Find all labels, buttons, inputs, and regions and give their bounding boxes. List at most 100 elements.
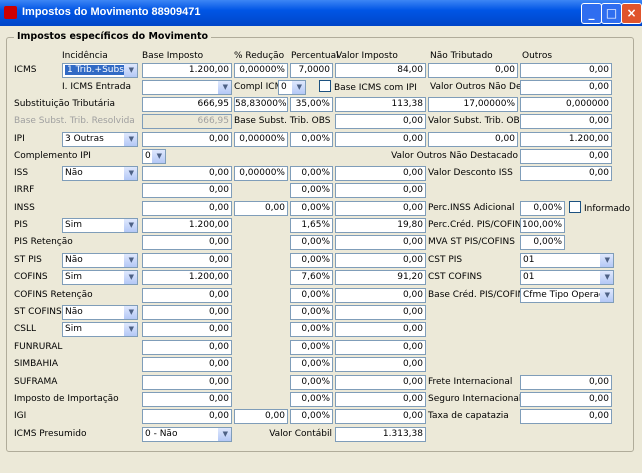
text-field[interactable]: 100,00% — [520, 218, 565, 233]
text-field[interactable]: 0,00 — [335, 392, 426, 407]
checkbox[interactable]: Base ICMS com IPI — [319, 80, 417, 95]
dropdown-arrow[interactable]: ▼ — [604, 291, 610, 299]
text-field[interactable]: 0,00000% — [234, 132, 288, 147]
dropdown-arrow[interactable]: ▼ — [604, 273, 610, 281]
text-field[interactable]: 1.200,00 — [520, 132, 612, 147]
dropdown[interactable]: 01 ▼ — [520, 253, 614, 268]
text-field[interactable]: 0,00 — [234, 409, 288, 424]
text-field[interactable]: 0,00 — [335, 114, 426, 129]
text-field[interactable]: 0,00 — [335, 357, 426, 372]
text-field[interactable]: 1,65% — [290, 218, 333, 233]
dropdown-arrow[interactable]: ▼ — [128, 256, 134, 264]
text-field[interactable]: 0,00% — [290, 288, 333, 303]
text-field[interactable]: 0,00 — [520, 409, 612, 424]
dropdown-arrow[interactable]: ▼ — [296, 83, 302, 91]
minimize-button[interactable]: _ — [581, 3, 602, 24]
text-field[interactable]: 0,00 — [520, 63, 612, 78]
text-field[interactable]: 0,00 — [335, 375, 426, 390]
text-field[interactable]: 0,000000 — [520, 97, 612, 112]
text-field[interactable]: 0,00% — [290, 375, 333, 390]
text-field[interactable]: 0,00% — [290, 322, 333, 337]
text-field[interactable]: 0,00 — [142, 375, 232, 390]
text-field[interactable]: 0,00 — [142, 166, 232, 181]
text-field[interactable]: 0,00% — [290, 253, 333, 268]
dropdown[interactable]: Sim ▼ — [62, 218, 138, 233]
text-field[interactable]: 0,00 — [520, 80, 612, 95]
text-field[interactable]: 0,00 — [335, 183, 426, 198]
text-field[interactable]: 1.200,00 — [142, 218, 232, 233]
text-field[interactable]: 0,00 — [335, 340, 426, 355]
text-field[interactable]: 0,00 — [335, 235, 426, 250]
text-field[interactable]: 0,00 — [428, 132, 518, 147]
text-field[interactable]: 0,00% — [290, 392, 333, 407]
dropdown-arrow[interactable]: ▼ — [128, 325, 134, 333]
text-field[interactable]: 0,00% — [290, 235, 333, 250]
text-field[interactable]: 666,95 — [142, 97, 232, 112]
text-field[interactable]: 0,00 — [520, 114, 612, 129]
dropdown[interactable]: 0 ▼ — [142, 149, 166, 164]
text-field[interactable]: 0,00 — [335, 409, 426, 424]
text-field[interactable]: 0,00% — [290, 132, 333, 147]
dropdown-arrow[interactable]: ▼ — [128, 273, 134, 281]
text-field[interactable]: 0,00 — [335, 322, 426, 337]
close-button[interactable]: × — [621, 3, 642, 24]
dropdown[interactable]: Não ▼ — [62, 305, 138, 320]
text-field[interactable]: 0,00% — [290, 409, 333, 424]
text-field[interactable]: 0,00 — [142, 201, 232, 216]
text-field[interactable]: 35,00% — [290, 97, 333, 112]
text-field[interactable]: 0,00 — [520, 375, 612, 390]
text-field[interactable]: 0,00 — [428, 63, 518, 78]
text-field[interactable]: 0,00000% — [234, 166, 288, 181]
dropdown[interactable]: Não ▼ — [62, 166, 138, 181]
dropdown[interactable]: 3 Outras ▼ — [62, 132, 138, 147]
text-field[interactable]: 0,00% — [290, 340, 333, 355]
text-field[interactable]: 1.200,00 — [142, 63, 232, 78]
text-field[interactable]: 0,00% — [290, 166, 333, 181]
text-field[interactable]: 113,38 — [335, 97, 426, 112]
text-field[interactable]: 0,00 — [335, 288, 426, 303]
dropdown-arrow[interactable]: ▼ — [222, 430, 228, 438]
text-field[interactable]: 0,00 — [520, 149, 612, 164]
text-field[interactable]: 7,60% — [290, 270, 333, 285]
text-field[interactable]: 0,00 — [335, 253, 426, 268]
dropdown-arrow[interactable]: ▼ — [128, 221, 134, 229]
text-field[interactable]: 0,00000% — [234, 63, 288, 78]
dropdown-arrow[interactable]: ▼ — [128, 135, 134, 143]
text-field[interactable]: 0,00 — [335, 132, 426, 147]
text-field[interactable]: 0,00% — [290, 201, 333, 216]
text-field[interactable]: 0,00% — [290, 357, 333, 372]
text-field[interactable]: 0,00% — [290, 183, 333, 198]
dropdown-arrow[interactable]: ▼ — [604, 256, 610, 264]
text-field[interactable]: 0,00 — [335, 305, 426, 320]
dropdown[interactable]: ▼ — [142, 80, 232, 95]
text-field[interactable]: 1.200,00 — [142, 270, 232, 285]
dropdown[interactable]: Não ▼ — [62, 253, 138, 268]
text-field[interactable]: 0,00 — [142, 132, 232, 147]
text-field[interactable]: 1.313,38 — [335, 427, 426, 442]
maximize-button[interactable]: □ — [601, 3, 622, 24]
text-field[interactable]: 0,00 — [142, 288, 232, 303]
text-field[interactable]: 0,00 — [142, 392, 232, 407]
text-field[interactable]: 0,00% — [290, 305, 333, 320]
text-field[interactable]: 58,83000% — [234, 97, 288, 112]
dropdown-arrow[interactable]: ▼ — [128, 308, 134, 316]
text-field[interactable]: 0,00 — [142, 340, 232, 355]
text-field[interactable]: 0,00 — [520, 392, 612, 407]
dropdown[interactable]: Sim ▼ — [62, 270, 138, 285]
text-field[interactable]: 0,00 — [335, 166, 426, 181]
text-field[interactable]: 0,00 — [142, 253, 232, 268]
dropdown[interactable]: 01 ▼ — [520, 270, 614, 285]
text-field[interactable]: 0,00 — [142, 357, 232, 372]
text-field[interactable]: 7,0000 — [290, 63, 333, 78]
dropdown-arrow[interactable]: ▼ — [222, 83, 228, 91]
dropdown[interactable]: Sim ▼ — [62, 322, 138, 337]
text-field[interactable]: 0,00 — [520, 166, 612, 181]
text-field[interactable]: 19,80 — [335, 218, 426, 233]
dropdown[interactable]: 0 ▼ — [278, 80, 306, 95]
text-field[interactable]: 84,00 — [335, 63, 426, 78]
checkbox[interactable]: Informado — [569, 201, 630, 216]
dropdown-arrow[interactable]: ▼ — [128, 169, 134, 177]
text-field[interactable]: 0,00 — [142, 183, 232, 198]
dropdown[interactable]: Cfme Tipo Operação ▼ — [520, 288, 614, 303]
dropdown[interactable]: 1 Trib.+Subst. ▼ — [62, 63, 138, 78]
